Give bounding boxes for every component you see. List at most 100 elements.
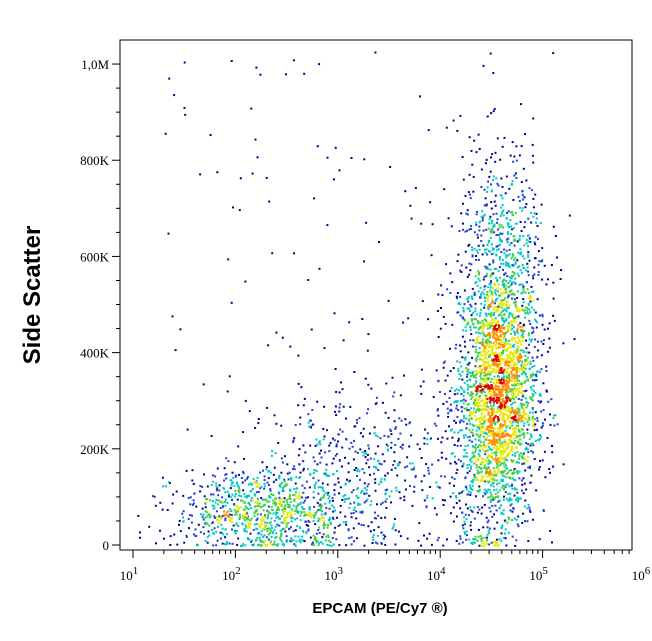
event-dot [469, 493, 472, 496]
event-dot [258, 543, 261, 546]
event-dot [529, 311, 532, 314]
event-dot [499, 404, 502, 407]
event-dot [443, 393, 446, 395]
event-dot [442, 315, 445, 318]
event-dot [497, 468, 500, 471]
event-dot [297, 382, 300, 385]
event-dot [497, 305, 500, 308]
event-dot [537, 238, 539, 241]
event-dot [242, 543, 245, 546]
event-dot [310, 426, 312, 429]
event-dot [394, 529, 397, 532]
event-dot [480, 371, 483, 374]
event-dot [483, 350, 486, 353]
event-dot [257, 418, 260, 420]
event-dot [440, 284, 443, 287]
event-dot [414, 476, 417, 479]
event-dot [479, 311, 482, 314]
event-dot [248, 502, 251, 504]
event-dot [187, 496, 190, 499]
event-dot [503, 418, 505, 421]
event-dot [492, 359, 495, 362]
event-dot [501, 394, 504, 397]
event-dot [359, 511, 362, 514]
event-dot [521, 207, 524, 210]
event-dot [476, 398, 479, 401]
event-dot [326, 224, 329, 227]
event-dot [517, 266, 519, 269]
event-dot [519, 248, 522, 251]
event-dot [514, 409, 517, 412]
event-dot [524, 354, 527, 357]
event-dot [493, 451, 496, 454]
event-dot [435, 424, 438, 427]
event-dot [501, 524, 504, 527]
event-dot [488, 346, 490, 349]
event-dot [528, 506, 531, 509]
event-dot [207, 514, 210, 517]
event-dot [496, 427, 499, 430]
event-dot [505, 472, 508, 475]
event-dot [493, 283, 496, 286]
event-dot [533, 345, 536, 348]
event-dot [263, 487, 266, 490]
event-dot [394, 428, 397, 430]
event-dot [501, 478, 504, 481]
event-dot [497, 389, 500, 392]
event-dot [479, 332, 482, 335]
event-dot [466, 298, 469, 301]
event-dot [524, 306, 527, 309]
event-dot [522, 432, 525, 435]
event-dot [374, 481, 377, 484]
event-dot [319, 443, 322, 446]
event-dot [496, 218, 499, 221]
event-dot [491, 248, 494, 251]
event-dot [361, 510, 364, 513]
event-dot [481, 319, 484, 322]
event-dot [532, 197, 535, 200]
event-dot [493, 442, 496, 445]
event-dot [459, 386, 462, 389]
event-dot [489, 498, 492, 501]
event-dot [527, 308, 530, 311]
event-dot [499, 409, 502, 412]
event-dot [313, 487, 316, 489]
event-dot [381, 453, 384, 456]
event-dot [384, 474, 387, 477]
event-dot [363, 493, 366, 496]
event-dot [359, 448, 362, 451]
event-dot [350, 516, 353, 519]
event-dot [308, 520, 311, 523]
event-dot [507, 516, 510, 519]
event-dot [466, 275, 469, 278]
event-dot [494, 474, 497, 477]
event-dot [494, 495, 497, 498]
event-dot [290, 526, 292, 529]
event-dot [482, 327, 485, 330]
event-dot [471, 456, 474, 459]
event-dot [535, 326, 538, 329]
event-dot [470, 510, 473, 513]
event-dot [521, 333, 524, 336]
event-dot [473, 462, 476, 465]
event-dot [531, 154, 534, 157]
event-dot [519, 367, 522, 370]
event-dot [519, 438, 521, 441]
event-dot [295, 540, 298, 543]
event-dot [311, 409, 314, 411]
event-dot [523, 403, 526, 406]
event-dot [289, 345, 292, 348]
event-dot [513, 367, 516, 370]
event-dot [139, 531, 141, 534]
event-dot [499, 449, 502, 452]
event-dot [521, 390, 524, 392]
event-dot [379, 480, 382, 483]
event-dot [503, 423, 506, 426]
event-dot [494, 457, 497, 460]
event-dot [511, 417, 513, 419]
event-dot [498, 482, 501, 485]
event-dot [338, 391, 341, 394]
event-dot [486, 343, 489, 346]
event-dot [477, 251, 480, 254]
event-dot [252, 478, 255, 481]
